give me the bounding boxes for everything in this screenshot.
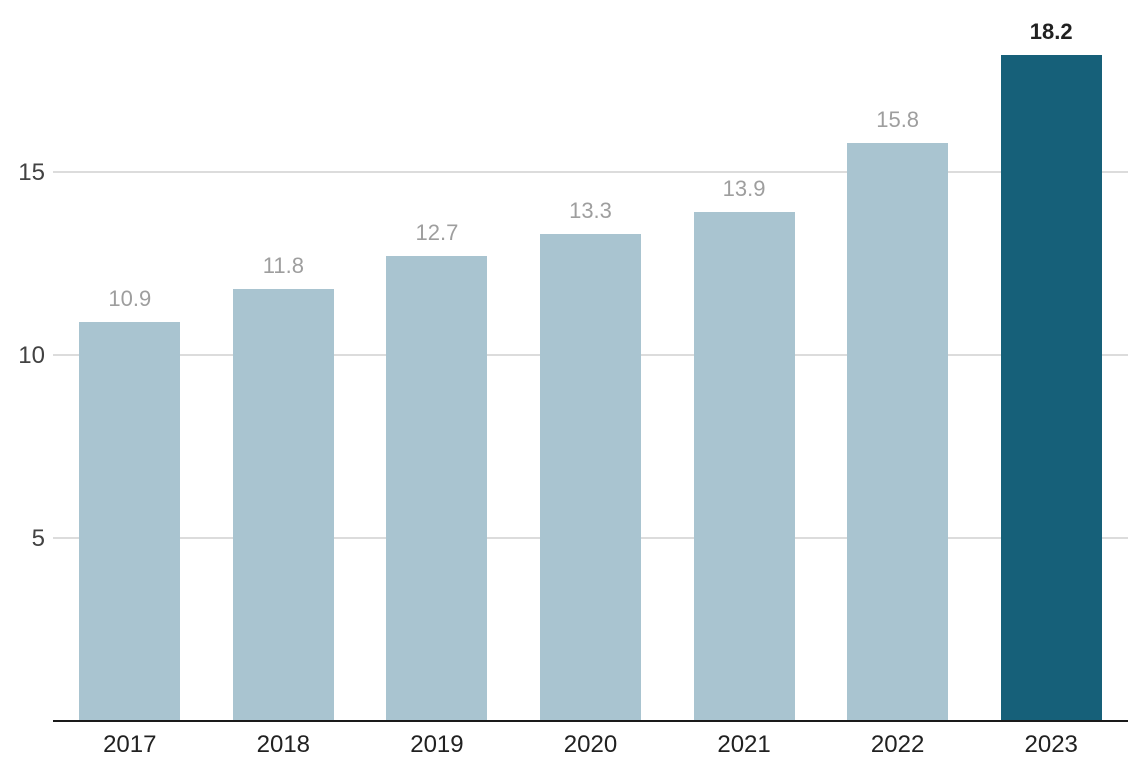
bar-value-label: 12.7 — [415, 220, 459, 246]
bar-2022 — [847, 142, 949, 721]
plot-area: 10.9 11.8 12.7 13.3 13.9 15.8 18.2 — [53, 0, 1128, 722]
bar-2018 — [232, 289, 334, 721]
x-axis-line — [53, 720, 1128, 722]
y-axis-tick-label: 5 — [31, 525, 45, 552]
y-axis-tick-label: 15 — [18, 159, 45, 186]
bar-2017 — [79, 322, 181, 721]
x-axis-category-label: 2023 — [1024, 731, 1078, 758]
x-axis-category-label: 2020 — [563, 731, 618, 758]
gridline — [53, 171, 1128, 174]
bar-2020 — [540, 234, 641, 721]
bar-value-label: 18.2 — [1029, 18, 1073, 44]
x-axis-category-label: 2018 — [256, 731, 311, 758]
bar-value-label: 10.9 — [108, 286, 152, 312]
bar-2021 — [693, 212, 795, 721]
bar-value-label: 13.9 — [722, 176, 766, 202]
bar-value-label: 11.8 — [262, 253, 304, 279]
x-axis-category-label: 2017 — [103, 731, 157, 758]
x-axis-category-label: 2021 — [717, 731, 771, 758]
y-axis-tick-label: 10 — [18, 342, 45, 369]
bar-2019 — [386, 256, 488, 721]
bar-value-label: 13.3 — [569, 198, 612, 224]
x-axis-category-label: 2019 — [410, 731, 464, 758]
bar-value-label: 15.8 — [876, 106, 920, 132]
x-axis-category-label: 2022 — [870, 731, 925, 758]
bar-2023 — [1000, 54, 1102, 721]
